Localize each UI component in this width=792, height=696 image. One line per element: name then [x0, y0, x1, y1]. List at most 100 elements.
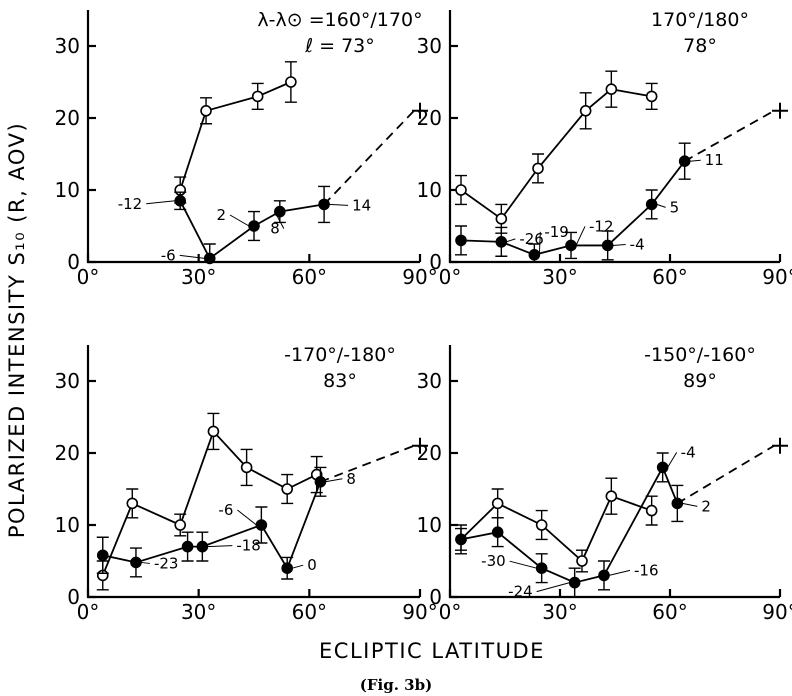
figure-caption: (Fig. 3b): [359, 676, 433, 694]
y-tick-label: 30: [55, 369, 80, 393]
label-leader: [237, 509, 257, 526]
filled-data-point: [491, 526, 504, 539]
data-label: -6: [218, 501, 233, 519]
filled-data-point: [671, 497, 684, 510]
filled-data-point: [255, 519, 268, 531]
x-tick-label: 30°: [181, 600, 216, 624]
filled-data-point: [645, 198, 658, 211]
x-tick-label: 90°: [402, 600, 437, 624]
data-label: -4: [681, 443, 696, 461]
label-leader: [292, 564, 304, 569]
filled-data-point: [565, 239, 577, 252]
open-data-point: [174, 519, 187, 531]
data-label: 2: [216, 206, 226, 224]
y-tick-label: 20: [55, 106, 80, 130]
data-label: 8: [270, 220, 280, 238]
x-tick-label: 30°: [542, 265, 577, 289]
filled-data-point: [181, 540, 194, 553]
label-leader: [179, 254, 205, 259]
data-label: 5: [670, 198, 680, 216]
label-leader: [608, 569, 631, 576]
label-leader: [329, 203, 349, 206]
label-leader: [538, 231, 541, 255]
y-tick-label: 0: [429, 250, 442, 274]
panel-header: -150°/-160°: [644, 344, 756, 366]
y-tick-label: 30: [55, 34, 80, 58]
x-axis-label: ECLIPTIC LATITUDE: [319, 639, 545, 663]
label-leader: [274, 211, 285, 229]
filled-data-point: [568, 576, 581, 589]
label-leader: [656, 203, 666, 208]
data-label: -18: [236, 537, 261, 555]
x-tick-label: 60°: [652, 265, 687, 289]
filled-data-point: [130, 556, 142, 569]
x-tick-label: 30°: [542, 600, 577, 624]
label-leader: [575, 226, 586, 246]
filled-data-point: [314, 475, 327, 488]
filled-data-point: [96, 549, 109, 562]
filled-data-point: [196, 540, 209, 553]
open-data-point: [576, 555, 588, 567]
x-tick-label: 90°: [402, 265, 437, 289]
y-tick-label: 0: [67, 250, 80, 274]
y-tick-label: 0: [67, 585, 80, 609]
x-tick-label: 90°: [762, 600, 792, 624]
x-tick-label: 0°: [77, 265, 100, 289]
open-data-point: [645, 504, 658, 517]
extrapolation-marker: [412, 102, 428, 119]
x-tick-label: 90°: [762, 265, 792, 289]
y-tick-label: 20: [417, 441, 442, 465]
open-data-point: [240, 461, 253, 474]
filled-data-point: [281, 562, 294, 575]
open-data-point: [200, 105, 212, 117]
extrapolation-line: [320, 444, 415, 483]
open-data-point: [207, 425, 220, 438]
data-label: 0: [307, 556, 317, 574]
open-data-point: [605, 83, 618, 95]
open-series-line: [460, 88, 652, 221]
panel-1: 0 10 20 30 0° 30° 60° 90° λ-λ⊙ =160°/170° ℓ = 73°…: [55, 9, 438, 289]
open-data-point: [645, 90, 658, 103]
data-label: 2: [701, 497, 711, 515]
filled-data-point: [203, 252, 216, 265]
data-label: 11: [705, 151, 724, 169]
filled-data-point: [174, 195, 187, 207]
y-tick-label: 10: [55, 178, 80, 202]
open-data-point: [535, 519, 548, 531]
data-label: -12: [118, 195, 143, 213]
y-tick-label: 10: [417, 178, 442, 202]
open-data-point: [285, 76, 297, 88]
filled-data-point: [455, 533, 467, 546]
label-leader: [506, 238, 516, 243]
x-tick-label: 0°: [439, 600, 462, 624]
extrapolation-line: [684, 110, 775, 162]
filled-data-point: [495, 236, 508, 248]
y-tick-label: 20: [417, 106, 442, 130]
x-tick-label: 60°: [652, 600, 687, 624]
label-leader: [207, 545, 233, 548]
filled-data-point: [455, 234, 467, 247]
open-data-point: [491, 497, 504, 510]
y-tick-label: 20: [55, 441, 80, 465]
panel-subheader: 83°: [323, 370, 357, 392]
data-label: -23: [154, 554, 179, 572]
y-tick-label: 10: [417, 513, 442, 537]
filled-data-point: [318, 198, 330, 211]
x-tick-label: 60°: [292, 600, 327, 624]
label-leader: [146, 200, 176, 205]
x-tick-label: 0°: [77, 600, 100, 624]
label-leader: [509, 560, 537, 569]
open-data-point: [605, 490, 618, 503]
y-axis-label: POLARIZED INTENSITY S₁₀ (R, AOV): [5, 122, 29, 538]
panel-2: 01020300°30°60°90°170°/180°78°-26-19-12-…: [417, 9, 792, 289]
filled-data-point: [656, 461, 669, 474]
panel-header: 170°/180°: [651, 9, 749, 31]
data-label: 8: [346, 470, 356, 488]
label-leader: [612, 243, 626, 246]
extrapolation-marker: [412, 437, 428, 454]
data-label: -4: [630, 235, 645, 253]
extrapolation-marker: [772, 437, 788, 454]
filled-data-point: [678, 155, 691, 167]
filled-data-point: [598, 569, 610, 582]
y-tick-label: 30: [417, 34, 442, 58]
